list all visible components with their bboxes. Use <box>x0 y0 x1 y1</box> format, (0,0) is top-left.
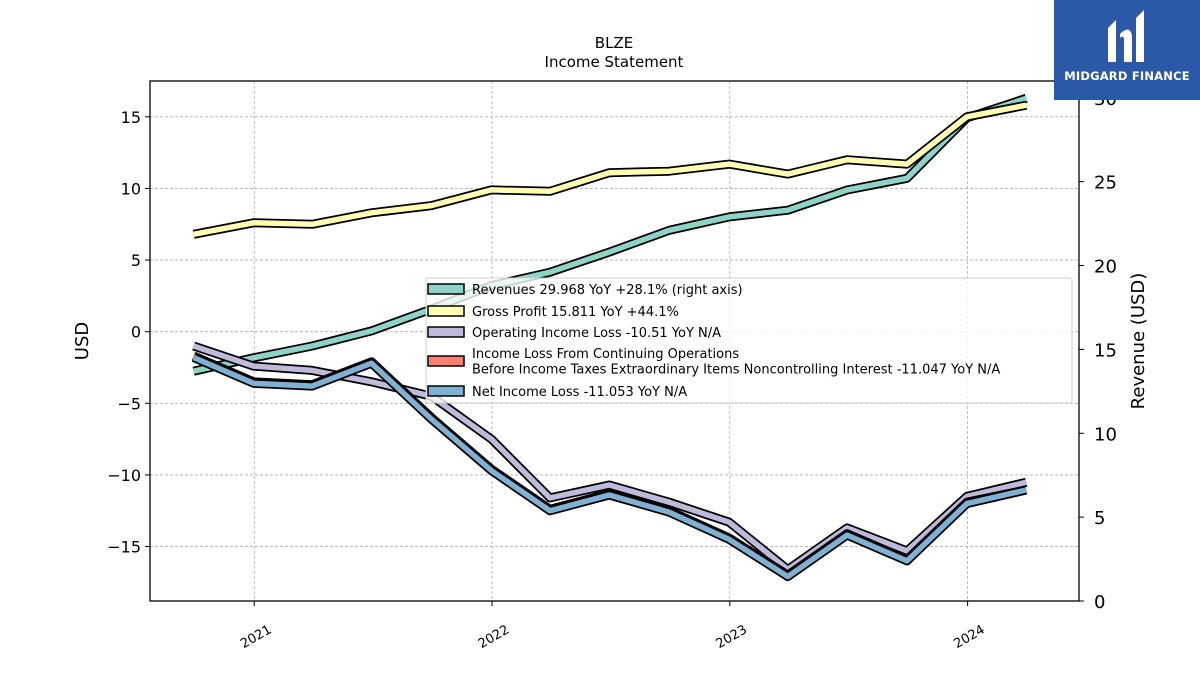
brand-logo: MIDGARD FINANCE <box>1054 0 1200 100</box>
y-tick-label-left: −10 <box>107 466 141 485</box>
y-tick-label-right: 25 <box>1094 173 1117 194</box>
logo-mark-icon <box>1108 10 1144 62</box>
y-tick-label-left: 15 <box>121 108 141 127</box>
chart-subtitle: Income Statement <box>545 53 684 71</box>
x-tick-label: 2023 <box>714 622 750 652</box>
legend-entry: Income Loss From Continuing Operations Be… <box>472 347 1000 378</box>
y-tick-label-left: 0 <box>131 323 141 342</box>
series-lines <box>191 94 1028 582</box>
legend-box <box>425 277 1073 404</box>
legend-swatch <box>427 283 465 295</box>
series-line <box>192 354 1027 580</box>
series-line <box>193 95 1028 374</box>
y-tick-label-left: −5 <box>117 394 141 413</box>
legend-swatch <box>427 385 465 397</box>
y-tick-label-left: 5 <box>131 251 141 270</box>
y-axis-label-right: Revenue (USD) <box>1128 273 1149 410</box>
legend-swatch <box>427 326 465 338</box>
legend-entry: Revenues 29.968 YoY +28.1% (right axis) <box>472 283 743 298</box>
series-0 <box>192 94 1028 376</box>
legend-entry: Net Income Loss -11.053 YoY N/A <box>472 385 687 400</box>
y-tick-label-right: 0 <box>1094 592 1105 613</box>
x-tick-label: 2021 <box>238 622 274 652</box>
series-line <box>193 102 1027 238</box>
logo-text: MIDGARD FINANCE <box>1064 69 1190 83</box>
series-4 <box>191 353 1028 582</box>
y-tick-label-right: 10 <box>1094 424 1117 445</box>
y-tick-label-right: 15 <box>1094 340 1117 361</box>
legend: Revenues 29.968 YoY +28.1% (right axis) G… <box>425 277 1073 404</box>
legend-entry: Operating Income Loss -10.51 YoY N/A <box>472 326 721 341</box>
y-tick-label-right: 5 <box>1094 508 1105 529</box>
legend-swatch <box>427 355 465 367</box>
plot-frame <box>149 80 1080 602</box>
series-1 <box>192 100 1028 239</box>
legend-entry: Gross Profit 15.811 YoY +44.1% <box>472 305 679 320</box>
chart-title: BLZE <box>595 34 633 52</box>
series-outline <box>192 100 1028 239</box>
x-tick-label: 2022 <box>476 622 512 652</box>
y-tick-label-left: 10 <box>121 179 141 198</box>
y-axis-label-left: USD <box>72 322 93 360</box>
legend-swatch <box>427 305 465 317</box>
y-tick-label-left: −15 <box>107 538 141 557</box>
x-tick-label: 2024 <box>951 622 987 652</box>
y-tick-label-right: 20 <box>1094 257 1117 278</box>
